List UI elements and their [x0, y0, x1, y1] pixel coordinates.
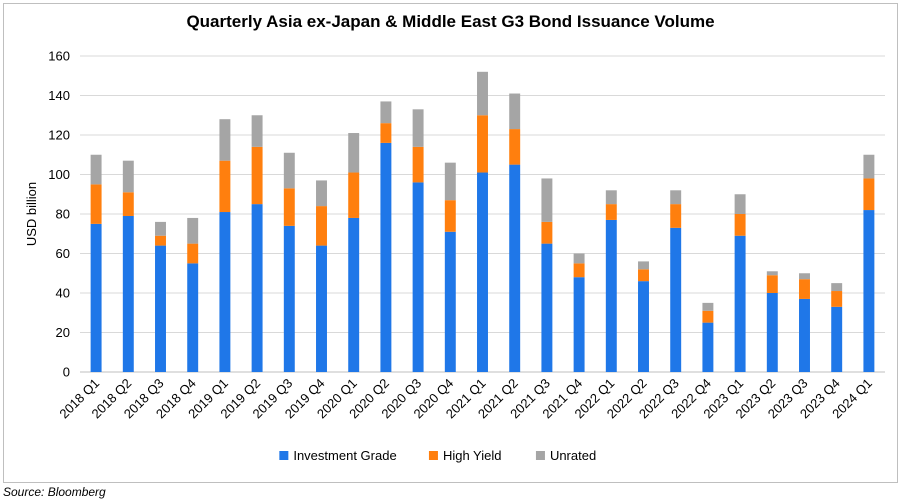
- bar-segment-investment-grade: [670, 227, 682, 372]
- y-tick-label: 100: [48, 167, 70, 182]
- bar-segment-unrated: [283, 152, 295, 189]
- bar-segment-unrated: [670, 190, 682, 205]
- bar-segment-high-yield: [638, 269, 649, 282]
- bar-segment-high-yield: [90, 184, 102, 224]
- bar-segment-investment-grade: [573, 277, 585, 372]
- bar-segment-investment-grade: [509, 164, 521, 372]
- bar-segment-unrated: [412, 109, 424, 147]
- bar-segment-unrated: [573, 253, 585, 264]
- legend-label: High Yield: [443, 448, 502, 463]
- bar-segment-high-yield: [316, 206, 327, 246]
- bar-segment-investment-grade: [799, 298, 810, 372]
- bar-segment-investment-grade: [477, 172, 488, 372]
- y-axis-title: USD billion: [24, 182, 39, 246]
- bar-segment-high-yield: [251, 146, 263, 205]
- bar-segment-unrated: [638, 261, 649, 270]
- bar-segment-high-yield: [155, 235, 166, 246]
- bar-segment-investment-grade: [638, 281, 649, 372]
- bar-segment-high-yield: [605, 204, 617, 220]
- y-tick-label: 20: [56, 325, 70, 340]
- y-tick-label: 60: [56, 246, 70, 261]
- bar-segment-high-yield: [187, 243, 199, 264]
- bar-segment-investment-grade: [187, 263, 199, 372]
- bar-segment-unrated: [541, 178, 553, 222]
- bar-segment-unrated: [380, 101, 392, 124]
- bar-segment-high-yield: [444, 200, 456, 232]
- source-note: Source: Bloomberg: [3, 485, 106, 499]
- legend-swatch: [279, 451, 289, 460]
- chart-title: Quarterly Asia ex-Japan & Middle East G3…: [186, 12, 715, 31]
- bar-segment-unrated: [799, 273, 810, 280]
- bar-segment-high-yield: [219, 160, 231, 213]
- bar-segment-high-yield: [766, 275, 778, 293]
- legend-swatch: [428, 451, 438, 460]
- bar-segment-unrated: [122, 160, 134, 193]
- bar-segment-high-yield: [573, 263, 585, 278]
- bar-segment-unrated: [702, 302, 714, 311]
- bar-segment-investment-grade: [734, 235, 746, 372]
- y-tick-label: 120: [48, 128, 70, 143]
- bar-segment-high-yield: [348, 172, 360, 218]
- bar-segment-unrated: [155, 221, 166, 236]
- bar-segment-high-yield: [831, 291, 843, 307]
- bar-segment-investment-grade: [605, 219, 617, 372]
- bar-segment-unrated: [863, 154, 875, 179]
- bar-segment-investment-grade: [122, 215, 134, 372]
- bar-segment-investment-grade: [90, 223, 102, 372]
- bar-segment-high-yield: [509, 129, 521, 165]
- bar-segment-unrated: [316, 180, 327, 207]
- bar-segment-high-yield: [799, 279, 810, 299]
- bar-segment-high-yield: [283, 188, 295, 226]
- bar-segment-high-yield: [702, 310, 714, 323]
- bar-segment-investment-grade: [316, 245, 327, 372]
- legend-label: Investment Grade: [293, 448, 396, 463]
- bar-segment-high-yield: [412, 146, 424, 183]
- bar-segment-unrated: [348, 133, 360, 173]
- bar-segment-high-yield: [734, 214, 746, 236]
- y-tick-label: 40: [56, 286, 70, 301]
- bar-segment-unrated: [219, 119, 231, 161]
- bar-segment-unrated: [444, 162, 456, 201]
- bar-segment-unrated: [605, 190, 617, 205]
- bar-segment-high-yield: [122, 192, 134, 216]
- bar-segment-unrated: [477, 71, 488, 116]
- bar-segment-investment-grade: [831, 306, 843, 372]
- bar-segment-investment-grade: [251, 204, 263, 372]
- legend-label: Unrated: [550, 448, 596, 463]
- bar-segment-high-yield: [670, 204, 682, 228]
- bar-segment-unrated: [251, 115, 263, 147]
- bar-segment-unrated: [90, 154, 102, 185]
- bar-segment-investment-grade: [702, 322, 714, 372]
- bar-segment-high-yield: [380, 123, 392, 143]
- bar-segment-high-yield: [477, 115, 488, 173]
- bar-segment-unrated: [766, 271, 778, 276]
- bar-segment-investment-grade: [155, 245, 166, 372]
- bar-segment-investment-grade: [863, 210, 875, 372]
- bar-segment-high-yield: [863, 178, 875, 211]
- bar-segment-investment-grade: [219, 212, 231, 372]
- bar-segment-investment-grade: [380, 142, 392, 372]
- bar-segment-investment-grade: [766, 293, 778, 372]
- bar-segment-investment-grade: [541, 243, 553, 372]
- bar-segment-unrated: [831, 283, 843, 292]
- bar-segment-high-yield: [541, 221, 553, 244]
- legend-swatch: [535, 451, 545, 460]
- y-tick-label: 160: [48, 49, 70, 64]
- y-tick-label: 0: [63, 365, 70, 380]
- y-tick-label: 140: [48, 88, 70, 103]
- bar-segment-unrated: [509, 93, 521, 130]
- bar-segment-investment-grade: [283, 225, 295, 372]
- bar-segment-unrated: [734, 194, 746, 214]
- bar-segment-investment-grade: [412, 182, 424, 372]
- bar-segment-unrated: [187, 217, 199, 244]
- y-tick-label: 80: [56, 207, 70, 222]
- bar-segment-investment-grade: [444, 231, 456, 372]
- bar-segment-investment-grade: [348, 217, 360, 372]
